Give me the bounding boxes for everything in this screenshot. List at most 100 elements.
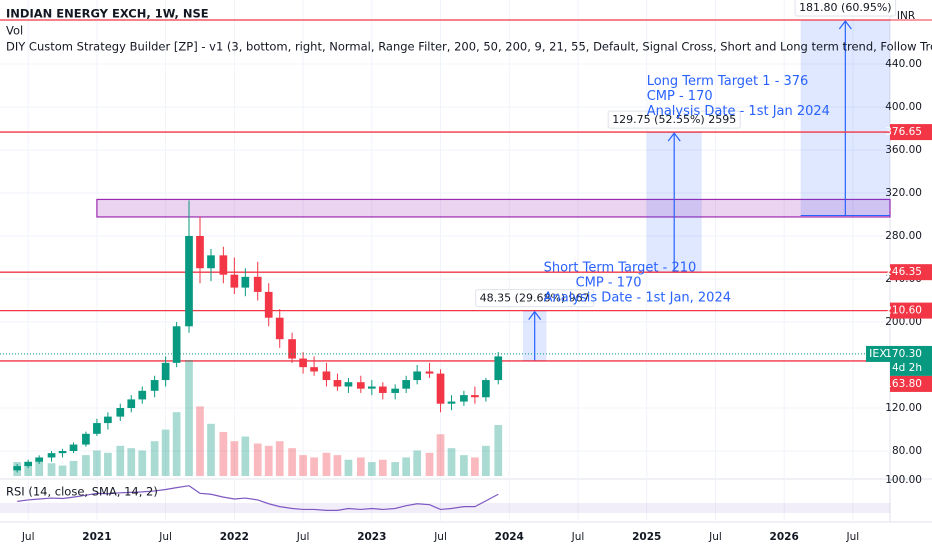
rsi-line bbox=[17, 485, 499, 511]
volume-bar bbox=[82, 455, 90, 476]
volume-bar bbox=[310, 457, 318, 476]
volume-bar bbox=[356, 457, 365, 476]
level-label-box bbox=[890, 302, 932, 319]
x-tick-label: Jul bbox=[708, 531, 722, 543]
volume-bar bbox=[425, 452, 434, 476]
volume-bar bbox=[58, 465, 67, 476]
volume-bar bbox=[219, 431, 228, 476]
y-tick-label: 280.00 bbox=[885, 230, 922, 242]
currency: INR bbox=[897, 10, 915, 22]
volume-bar bbox=[402, 457, 411, 476]
candle-body bbox=[207, 255, 215, 269]
volume-bar bbox=[150, 441, 159, 476]
volume-bar bbox=[471, 457, 479, 476]
volume-bar bbox=[413, 450, 422, 476]
candle-body bbox=[24, 461, 33, 467]
annotation-text: CMP - 170 bbox=[576, 276, 642, 291]
candle-body bbox=[494, 356, 503, 381]
candle-body bbox=[219, 255, 228, 275]
countdown: 4d 2h bbox=[892, 362, 922, 374]
arrow-head bbox=[838, 19, 852, 30]
symbol-box bbox=[866, 345, 890, 362]
candle-body bbox=[127, 399, 136, 409]
volume-bar bbox=[196, 406, 204, 476]
volume-bar bbox=[69, 460, 78, 476]
candle-body bbox=[322, 371, 331, 381]
volume-bar bbox=[138, 450, 147, 476]
candle-body bbox=[344, 382, 353, 387]
volume-bar bbox=[447, 448, 456, 476]
candle-body bbox=[310, 367, 318, 372]
candle-body bbox=[333, 380, 342, 387]
y-tick-label: 200.00 bbox=[885, 316, 922, 328]
candle-body bbox=[69, 444, 78, 452]
volume-bar bbox=[253, 443, 262, 476]
volume-bar bbox=[482, 445, 490, 476]
annotation-text: Long Term Target 1 - 376 bbox=[647, 74, 809, 89]
candle-body bbox=[378, 386, 387, 393]
candle-body bbox=[436, 373, 445, 404]
candle-body bbox=[93, 423, 101, 434]
candle-body bbox=[58, 451, 67, 454]
measure-label-box bbox=[607, 110, 741, 129]
volume-bar bbox=[161, 429, 170, 476]
volume-bar bbox=[264, 445, 273, 476]
candle-body bbox=[104, 416, 112, 424]
candle-body bbox=[138, 390, 147, 400]
candle-body bbox=[288, 339, 296, 359]
measure-label: 129.75 (52.55%) 2595 bbox=[612, 113, 736, 126]
volume-bar bbox=[378, 459, 387, 476]
volume-bar bbox=[288, 448, 296, 476]
candle-body bbox=[172, 326, 181, 363]
candle-body bbox=[391, 388, 400, 393]
volume-bar bbox=[185, 360, 193, 476]
level-label-box bbox=[890, 375, 932, 392]
x-tick-label: Jul bbox=[158, 531, 172, 543]
candle-body bbox=[185, 235, 193, 327]
y-tick-label: 440.00 bbox=[885, 58, 922, 70]
candle-body bbox=[35, 457, 44, 462]
candle-body bbox=[161, 362, 170, 381]
level-label-box bbox=[890, 264, 932, 281]
volume-bar bbox=[24, 464, 33, 476]
volume-bar bbox=[333, 455, 342, 476]
candle-body bbox=[425, 371, 434, 374]
volume-bar bbox=[207, 423, 215, 476]
candle-body bbox=[482, 380, 490, 398]
candle-body bbox=[460, 395, 468, 402]
volume-bar bbox=[230, 441, 239, 476]
y-tick-label: 400.00 bbox=[885, 101, 922, 113]
volume-bar bbox=[104, 452, 112, 476]
rsi-label: RSI (14, close, SMA, 14, 2) bbox=[6, 485, 158, 499]
volume-bar bbox=[436, 434, 445, 476]
level-label-box bbox=[890, 124, 932, 141]
y-tick-label: 120.00 bbox=[885, 402, 922, 414]
volume-bar bbox=[172, 412, 181, 476]
measure-label-box bbox=[794, 0, 897, 17]
volume-bar bbox=[275, 441, 284, 476]
candle-body bbox=[82, 433, 90, 445]
candle-body bbox=[264, 291, 273, 318]
candle-body bbox=[471, 395, 479, 398]
volume-bar bbox=[344, 459, 353, 476]
candle-body bbox=[196, 235, 204, 269]
plot bbox=[0, 0, 891, 522]
rsi-band bbox=[0, 503, 890, 513]
volume-bar bbox=[460, 455, 468, 476]
x-tick-label: 2022 bbox=[220, 531, 249, 543]
x-tick-label: Jul bbox=[846, 531, 860, 543]
last-price: 170.30 bbox=[885, 348, 922, 360]
volume-bar bbox=[241, 436, 250, 476]
chart-title: INDIAN ENERGY EXCH, 1W, NSE bbox=[6, 7, 209, 21]
level-label: 163.80 bbox=[885, 378, 922, 390]
candle-body bbox=[447, 401, 456, 404]
candle-body bbox=[356, 382, 365, 389]
x-tick-label: 2024 bbox=[495, 531, 524, 543]
volume-bar bbox=[391, 462, 400, 476]
y-tick-label: 320.00 bbox=[885, 187, 922, 199]
volume-bar bbox=[494, 424, 503, 476]
candle-body bbox=[241, 276, 250, 288]
x-tick-label: 2021 bbox=[82, 531, 111, 543]
